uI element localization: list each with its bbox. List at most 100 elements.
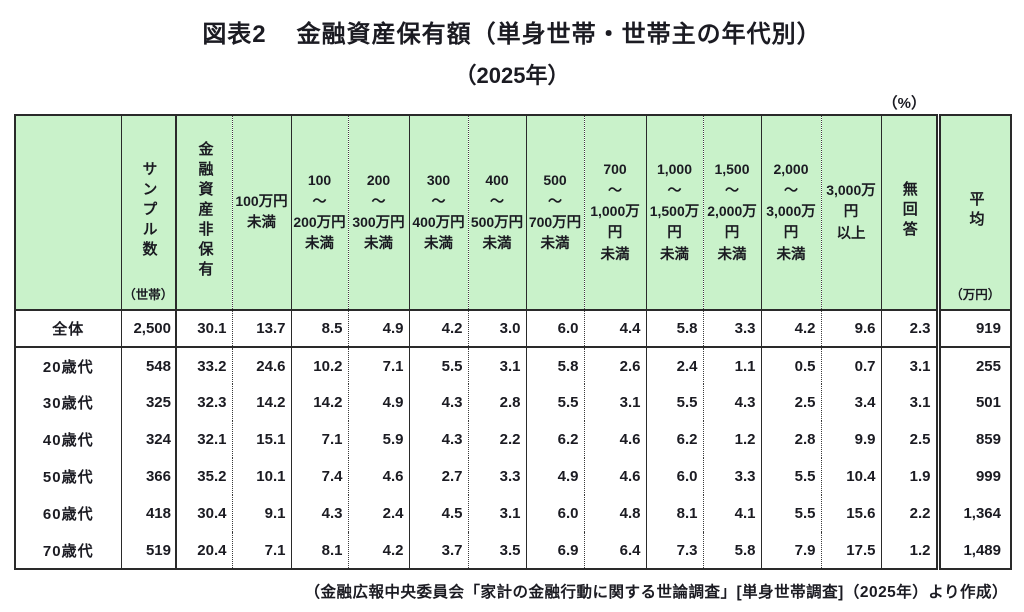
header-row: サンプル数 （世帯） 金融資産非保有 100万円 未満 100 ～ 200万円 … bbox=[15, 115, 1011, 310]
data-cell: 8.5 bbox=[290, 310, 348, 347]
data-cell: 548 bbox=[120, 347, 176, 384]
data-cell: 30.1 bbox=[175, 310, 232, 347]
band-unit: 万円 未満 bbox=[423, 214, 465, 252]
table-row-20s: 20歳代 548 33.2 24.6 10.2 7.1 5.5 3.1 5.8 … bbox=[15, 347, 1011, 384]
band-range: 300 ～ 400 bbox=[412, 171, 451, 230]
data-cell: 8.1 bbox=[645, 495, 703, 532]
data-cell: 6.0 bbox=[525, 310, 584, 347]
data-cell: 4.4 bbox=[583, 310, 646, 347]
col-header-sample: サンプル数 （世帯） bbox=[120, 115, 176, 310]
data-cell: 14.2 bbox=[231, 384, 291, 421]
data-cell: 2.2 bbox=[467, 421, 526, 458]
data-cell: 3.1 bbox=[880, 347, 938, 384]
data-cell: 10.4 bbox=[820, 458, 881, 495]
data-cell: 5.8 bbox=[645, 310, 703, 347]
data-cell: 5.5 bbox=[760, 458, 821, 495]
table-row-60s: 60歳代 418 30.4 9.1 4.3 2.4 4.5 3.1 6.0 4.… bbox=[15, 495, 1011, 532]
data-cell: 7.1 bbox=[231, 532, 291, 569]
col-header-band-1000-1500: 1,000 ～ 1,500万円 未満 bbox=[645, 115, 703, 310]
data-cell: 6.0 bbox=[525, 495, 584, 532]
data-cell: 13.7 bbox=[231, 310, 291, 347]
data-cell: 3.5 bbox=[467, 532, 526, 569]
data-cell: 3.7 bbox=[408, 532, 468, 569]
col-header-band-under-100: 100万円 未満 bbox=[231, 115, 291, 310]
col-header-band-1500-2000: 1,500 ～ 2,000万円 未満 bbox=[702, 115, 761, 310]
data-cell: 418 bbox=[120, 495, 176, 532]
row-label: 30歳代 bbox=[42, 395, 94, 412]
data-cell: 4.6 bbox=[583, 458, 646, 495]
band-range: 3,000 bbox=[826, 182, 862, 199]
data-cell: 15.6 bbox=[820, 495, 881, 532]
data-cell: 7.4 bbox=[290, 458, 348, 495]
col-header-band-200-300: 200 ～ 300万円 未満 bbox=[347, 115, 409, 310]
table-row-total: 全体 2,500 30.1 13.7 8.5 4.9 4.2 3.0 6.0 4… bbox=[15, 310, 1011, 347]
data-cell: 2,500 bbox=[120, 310, 176, 347]
data-cell: 4.1 bbox=[702, 495, 761, 532]
data-cell: 1.1 bbox=[702, 347, 761, 384]
data-cell: 4.9 bbox=[347, 384, 409, 421]
data-cell: 7.9 bbox=[760, 532, 821, 569]
data-cell: 32.3 bbox=[175, 384, 232, 421]
data-cell: 3.1 bbox=[467, 495, 526, 532]
data-cell: 2.7 bbox=[408, 458, 468, 495]
band-unit: 万円 未満 bbox=[600, 204, 640, 263]
table-row-40s: 40歳代 324 32.1 15.1 7.1 5.9 4.3 2.2 6.2 4… bbox=[15, 421, 1011, 458]
data-cell: 5.5 bbox=[525, 384, 584, 421]
data-cell: 7.1 bbox=[347, 347, 409, 384]
data-cell: 4.9 bbox=[525, 458, 584, 495]
data-cell: 1,489 bbox=[935, 532, 1011, 569]
row-label: 20歳代 bbox=[42, 358, 94, 376]
data-cell: 325 bbox=[120, 384, 176, 421]
data-cell: 6.0 bbox=[645, 458, 703, 495]
col-header-no-answer: 無回答 bbox=[880, 115, 938, 310]
band-range: 500 ～ 700 bbox=[528, 171, 567, 230]
table-row-50s: 50歳代 366 35.2 10.1 7.4 4.6 2.7 3.3 4.9 4… bbox=[15, 458, 1011, 495]
data-cell: 4.3 bbox=[702, 384, 761, 421]
data-cell: 35.2 bbox=[175, 458, 232, 495]
figure-label: 図表2 bbox=[202, 21, 267, 48]
col-header-band-2000-3000: 2,000 ～ 3,000万円 未満 bbox=[760, 115, 821, 310]
table-row-70s: 70歳代 519 20.4 7.1 8.1 4.2 3.7 3.5 6.9 6.… bbox=[15, 532, 1011, 569]
band-range: 2,000 ～ 3,000 bbox=[766, 161, 809, 220]
data-cell: 5.8 bbox=[525, 347, 584, 384]
data-cell: 5.5 bbox=[760, 495, 821, 532]
data-cell: 2.8 bbox=[760, 421, 821, 458]
data-cell: 20.4 bbox=[175, 532, 232, 569]
data-cell: 4.3 bbox=[290, 495, 348, 532]
data-cell: 4.2 bbox=[408, 310, 468, 347]
table-row-30s: 30歳代 325 32.3 14.2 14.2 4.9 4.3 2.8 5.5 … bbox=[15, 384, 1011, 421]
data-cell: 3.3 bbox=[467, 458, 526, 495]
data-cell: 501 bbox=[935, 384, 1011, 421]
data-cell: 366 bbox=[120, 458, 176, 495]
data-cell: 32.1 bbox=[175, 421, 232, 458]
col-header-band-500-700: 500 ～ 700万円 未満 bbox=[525, 115, 584, 310]
data-cell: 24.6 bbox=[231, 347, 291, 384]
data-cell: 14.2 bbox=[290, 384, 348, 421]
data-cell: 4.6 bbox=[347, 458, 409, 495]
data-cell: 4.2 bbox=[347, 532, 409, 569]
data-cell: 3.1 bbox=[583, 384, 646, 421]
data-cell: 1.2 bbox=[880, 532, 938, 569]
data-cell: 999 bbox=[935, 458, 1011, 495]
data-cell: 3.3 bbox=[702, 458, 761, 495]
band-range: 100 ～ 200 bbox=[293, 171, 332, 230]
data-cell: 2.4 bbox=[347, 495, 409, 532]
data-cell: 4.6 bbox=[583, 421, 646, 458]
band-unit: 万円 未満 bbox=[246, 193, 288, 231]
row-label: 60歳代 bbox=[42, 506, 94, 523]
figure-title-text: 金融資産保有額（単身世帯・世帯主の年代別） bbox=[296, 21, 822, 48]
data-cell: 1,364 bbox=[935, 495, 1011, 532]
data-cell: 4.3 bbox=[408, 384, 468, 421]
data-cell: 2.3 bbox=[880, 310, 938, 347]
col-header-average-unit: （万円） bbox=[950, 288, 1001, 302]
band-unit: 万円 未満 bbox=[776, 204, 816, 263]
data-cell: 2.8 bbox=[467, 384, 526, 421]
data-cell: 1.2 bbox=[702, 421, 761, 458]
data-cell: 4.9 bbox=[347, 310, 409, 347]
data-cell: 8.1 bbox=[290, 532, 348, 569]
data-cell: 2.6 bbox=[583, 347, 646, 384]
data-cell: 7.1 bbox=[290, 421, 348, 458]
data-cell: 6.2 bbox=[645, 421, 703, 458]
band-unit: 万円 未満 bbox=[363, 214, 405, 252]
band-unit: 万円 以上 bbox=[836, 183, 876, 242]
